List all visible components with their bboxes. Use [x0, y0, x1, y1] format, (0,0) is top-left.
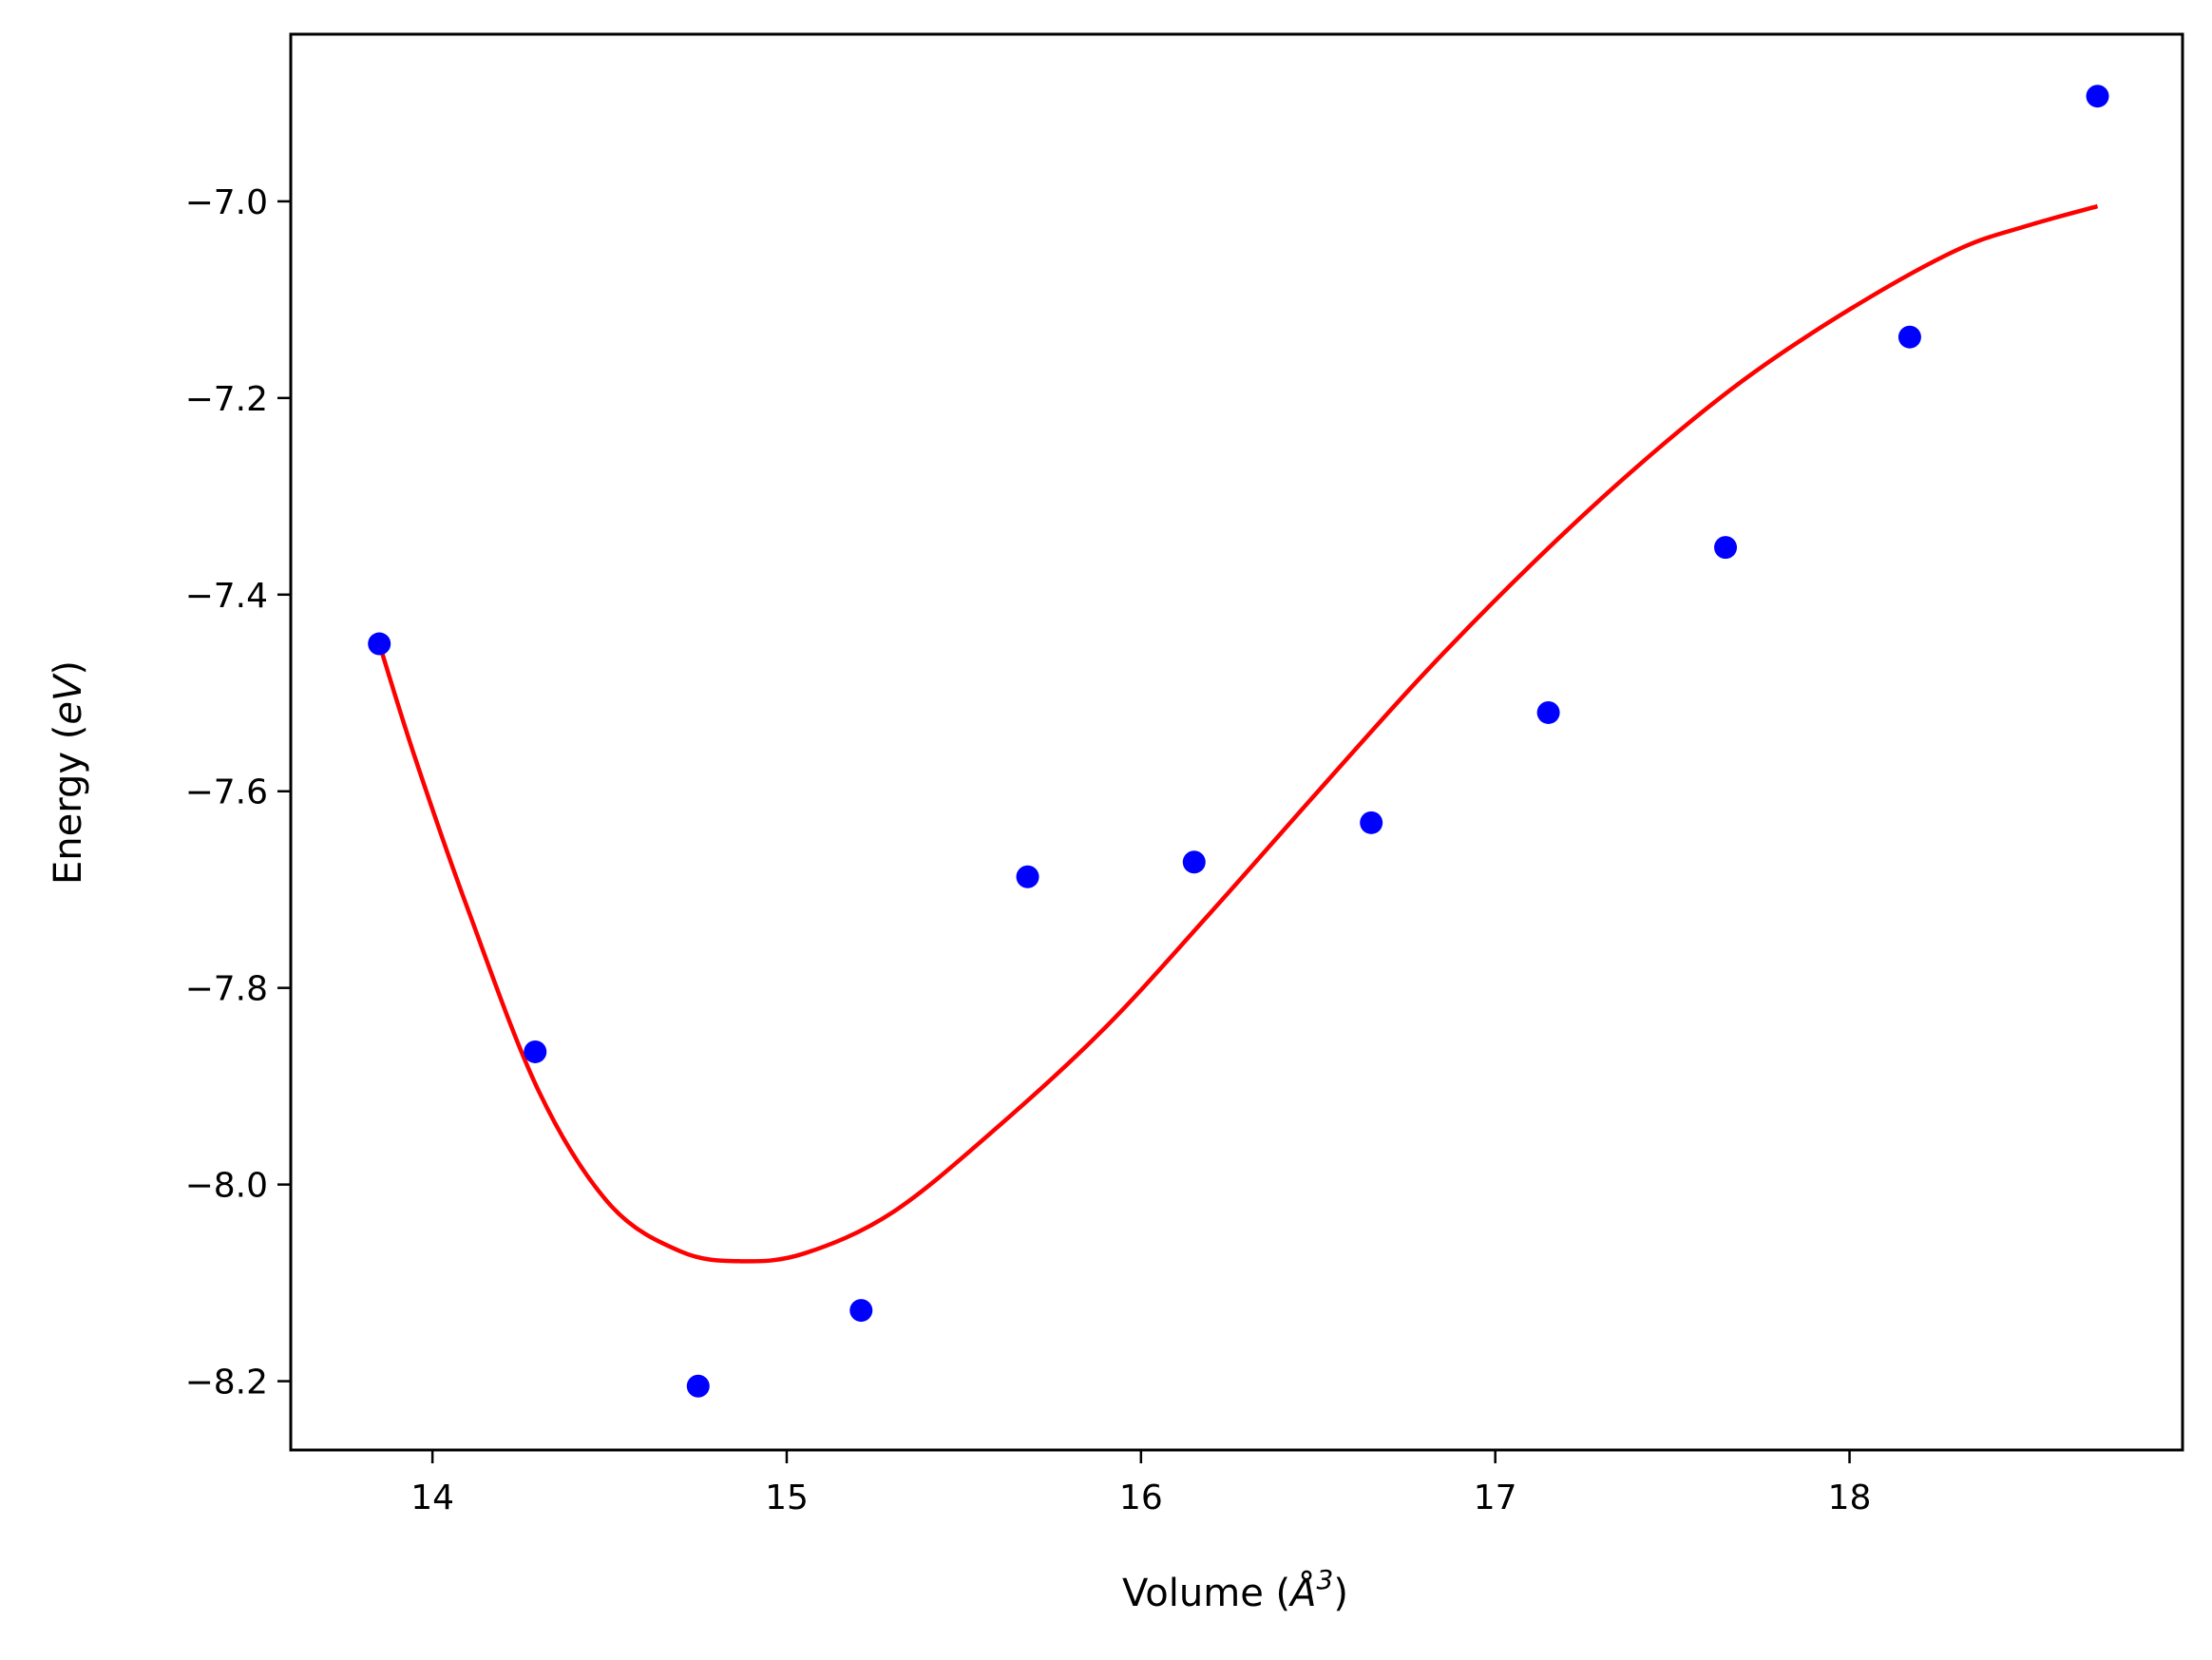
- data-point: [686, 1374, 710, 1398]
- y-axis-label-unit: eV: [47, 673, 90, 725]
- data-point: [1714, 536, 1738, 560]
- data-point: [368, 632, 391, 656]
- y-tick-label: −7.6: [185, 773, 268, 812]
- data-point: [1182, 850, 1206, 874]
- x-axis-label-unit: Å: [1287, 1570, 1316, 1615]
- x-axis-label-exponent: 3: [1317, 1564, 1334, 1595]
- y-axis-label: Energy (eV): [47, 660, 90, 885]
- data-point: [849, 1299, 873, 1323]
- data-point: [1897, 325, 1921, 349]
- data-point: [2086, 85, 2109, 108]
- y-tick-label: −7.8: [185, 970, 268, 1009]
- data-point: [1016, 865, 1039, 888]
- data-point: [1536, 700, 1560, 724]
- x-tick-label: 15: [765, 1479, 809, 1517]
- ticks-layer: 14 15 16 17 18 −8.2 −8.0 −7.8 −7.6 −7.4 −7.2 −7.0: [185, 183, 1872, 1517]
- x-axis-label-text: Volume: [1122, 1572, 1264, 1615]
- y-tick-label: −8.0: [185, 1167, 268, 1206]
- x-tick-label: 16: [1119, 1479, 1163, 1517]
- x-axis-label: Volume (Å3): [1122, 1564, 1348, 1615]
- plot-frame: [289, 32, 2184, 1452]
- x-tick-label: 18: [1828, 1479, 1872, 1517]
- y-axis-label-text: Energy: [47, 752, 90, 885]
- plot-area: [368, 85, 2109, 1398]
- data-point: [1360, 811, 1383, 834]
- x-tick-label: 14: [410, 1479, 454, 1517]
- data-point: [524, 1040, 547, 1063]
- y-tick-label: −8.2: [185, 1364, 268, 1402]
- y-tick-label: −7.4: [185, 577, 268, 616]
- fit-curve: [377, 203, 2099, 1264]
- y-tick-label: −7.2: [185, 380, 268, 419]
- y-tick-label: −7.0: [185, 183, 268, 222]
- x-tick-label: 17: [1474, 1479, 1517, 1517]
